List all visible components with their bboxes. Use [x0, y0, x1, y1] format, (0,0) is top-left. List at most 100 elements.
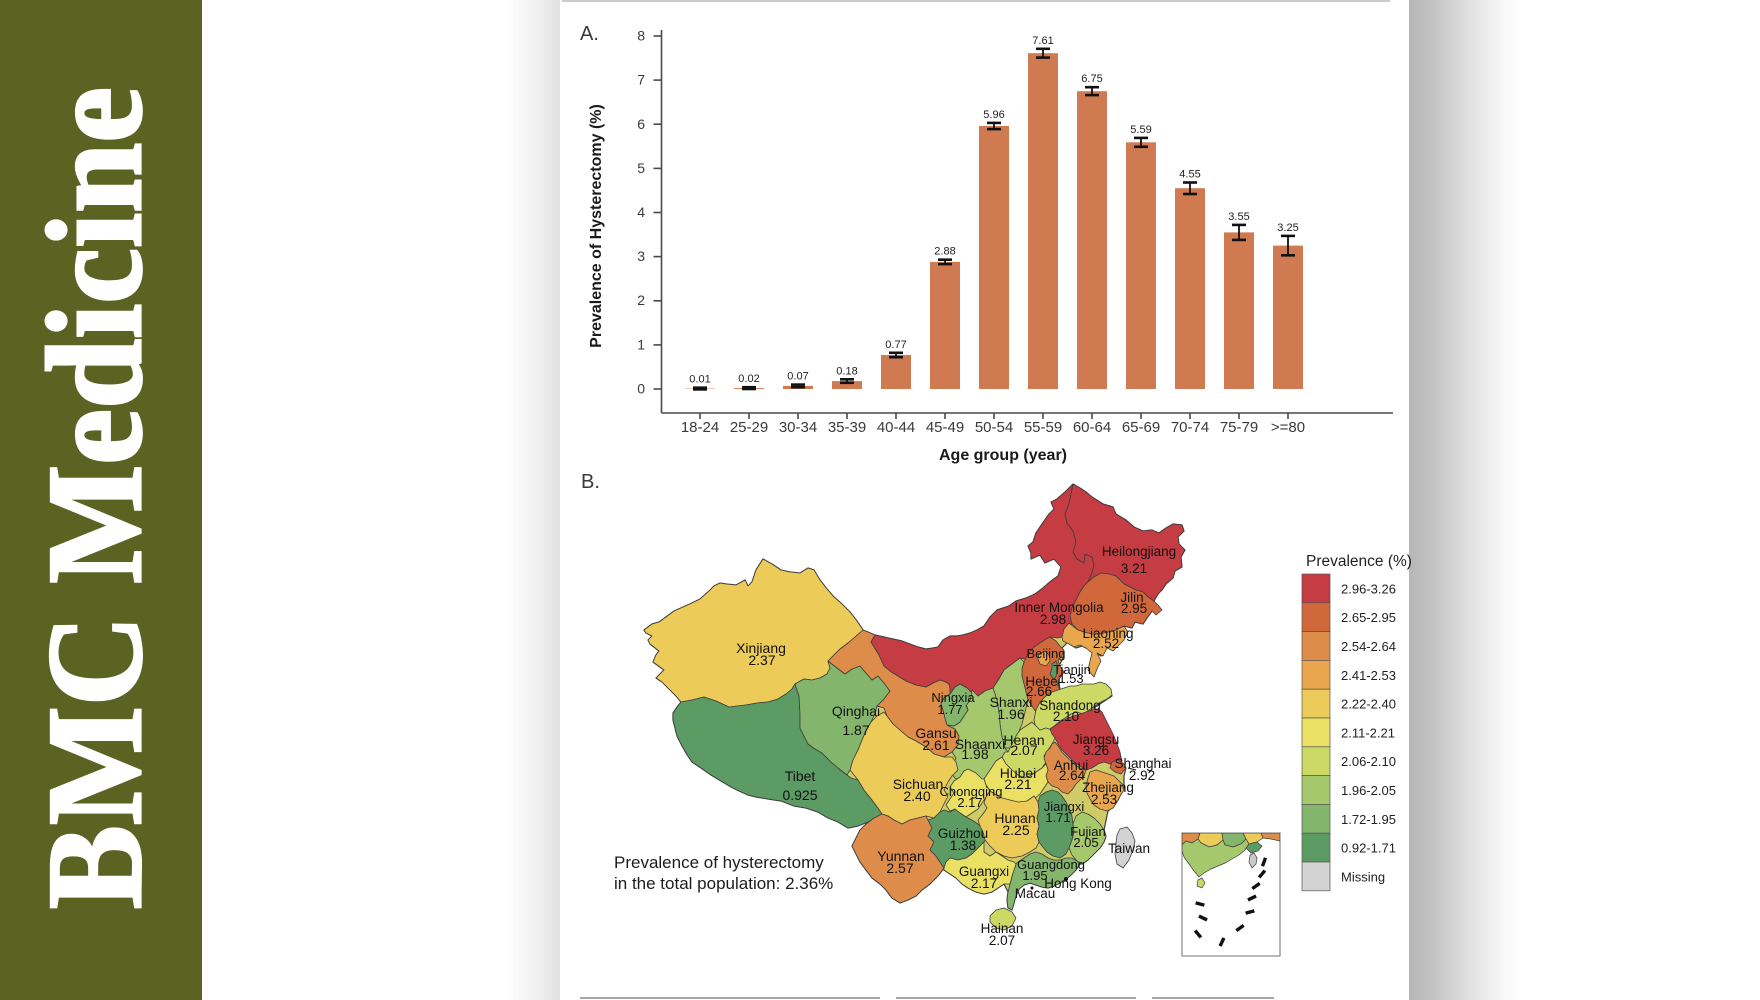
svg-text:Jilin: Jilin [1120, 590, 1143, 605]
svg-text:60-64: 60-64 [1073, 419, 1111, 436]
svg-text:Missing: Missing [1341, 869, 1385, 884]
svg-text:Guizhou: Guizhou [938, 826, 988, 841]
svg-text:55-59: 55-59 [1024, 419, 1062, 436]
svg-text:Gansu: Gansu [915, 725, 956, 741]
svg-text:Guangxi: Guangxi [959, 864, 1009, 879]
svg-text:Jiangsu: Jiangsu [1073, 732, 1120, 747]
svg-text:Chongqing: Chongqing [940, 784, 1003, 799]
svg-text:0.18: 0.18 [836, 365, 857, 377]
svg-text:2.95: 2.95 [1121, 601, 1147, 616]
svg-text:1: 1 [637, 336, 645, 352]
svg-text:Tibet: Tibet [785, 768, 816, 784]
svg-text:Hainan: Hainan [981, 921, 1024, 936]
svg-text:2.40: 2.40 [903, 788, 930, 804]
svg-text:Anhui: Anhui [1054, 758, 1089, 773]
svg-text:3.55: 3.55 [1228, 211, 1249, 223]
svg-text:Tianjin: Tianjin [1053, 662, 1091, 677]
svg-text:3.26: 3.26 [1083, 743, 1109, 758]
svg-text:6.75: 6.75 [1081, 73, 1102, 85]
svg-text:Qinghai: Qinghai [832, 703, 880, 719]
svg-text:Ningxia: Ningxia [931, 690, 975, 705]
svg-text:2.96-3.26: 2.96-3.26 [1341, 581, 1396, 596]
svg-text:0: 0 [637, 381, 645, 397]
svg-text:1.72-1.95: 1.72-1.95 [1341, 812, 1396, 827]
svg-text:Sichuan: Sichuan [893, 776, 944, 792]
svg-text:40-44: 40-44 [877, 419, 915, 436]
svg-text:5.96: 5.96 [983, 109, 1004, 121]
svg-text:0.92-1.71: 0.92-1.71 [1341, 841, 1396, 856]
svg-text:30-34: 30-34 [779, 419, 817, 436]
svg-text:3.21: 3.21 [1121, 561, 1147, 576]
svg-text:Henan: Henan [1003, 732, 1044, 748]
svg-text:Guangdong: Guangdong [1017, 857, 1085, 872]
svg-text:2.37: 2.37 [748, 652, 775, 668]
svg-text:50-54: 50-54 [975, 419, 1013, 436]
svg-text:2.17: 2.17 [971, 876, 997, 891]
svg-text:Shanghai: Shanghai [1114, 756, 1171, 771]
svg-text:Macau: Macau [1015, 886, 1056, 901]
svg-text:2.17: 2.17 [957, 795, 982, 810]
svg-text:Fujian: Fujian [1070, 824, 1105, 839]
svg-text:1.77: 1.77 [937, 702, 962, 717]
svg-text:B.: B. [581, 471, 600, 493]
svg-text:2.21: 2.21 [1004, 776, 1031, 792]
svg-text:Hebei: Hebei [1025, 674, 1060, 689]
svg-text:0.07: 0.07 [787, 371, 808, 383]
svg-text:Yunnan: Yunnan [877, 848, 925, 864]
svg-text:0.01: 0.01 [689, 374, 710, 386]
svg-text:Prevalence of Hysterectomy (%): Prevalence of Hysterectomy (%) [588, 104, 605, 348]
svg-text:Taiwan: Taiwan [1108, 841, 1150, 856]
svg-text:in the total population: 2.36%: in the total population: 2.36% [614, 874, 833, 893]
svg-text:2.52: 2.52 [1093, 636, 1119, 651]
svg-text:1.87: 1.87 [842, 722, 869, 738]
svg-text:7.61: 7.61 [1032, 35, 1053, 47]
svg-text:2.22-2.40: 2.22-2.40 [1341, 697, 1396, 712]
svg-text:2.07: 2.07 [989, 933, 1015, 948]
svg-text:2.64: 2.64 [1059, 768, 1086, 783]
svg-text:Heilongjiang: Heilongjiang [1102, 544, 1176, 559]
svg-text:2.10: 2.10 [1053, 709, 1079, 724]
svg-text:45-49: 45-49 [926, 419, 964, 436]
svg-text:0.925: 0.925 [782, 787, 817, 803]
svg-text:2.88: 2.88 [934, 246, 955, 258]
svg-text:2.53: 2.53 [1091, 792, 1117, 807]
svg-text:2.54-2.64: 2.54-2.64 [1341, 639, 1396, 654]
svg-text:7: 7 [637, 72, 645, 88]
svg-text:Xinjiang: Xinjiang [736, 640, 786, 656]
svg-text:2.41-2.53: 2.41-2.53 [1341, 668, 1396, 683]
svg-text:18-24: 18-24 [681, 419, 719, 436]
svg-text:5.59: 5.59 [1130, 124, 1151, 136]
svg-text:2.65-2.95: 2.65-2.95 [1341, 610, 1396, 625]
svg-text:0.02: 0.02 [738, 373, 759, 385]
svg-text:2.92: 2.92 [1129, 768, 1155, 783]
svg-text:1.38: 1.38 [950, 838, 976, 853]
svg-text:2: 2 [637, 292, 645, 308]
svg-text:1.71: 1.71 [1045, 810, 1070, 825]
svg-text:Hong Kong: Hong Kong [1044, 876, 1112, 891]
svg-text:6: 6 [637, 116, 645, 132]
svg-text:35-39: 35-39 [828, 419, 866, 436]
svg-text:3: 3 [637, 248, 645, 264]
svg-text:Prevalence (%): Prevalence (%) [1306, 553, 1412, 570]
svg-text:75-79: 75-79 [1220, 419, 1258, 436]
svg-text:4: 4 [637, 204, 645, 220]
svg-text:Jiangxi: Jiangxi [1044, 799, 1085, 814]
svg-text:Shandong: Shandong [1039, 698, 1101, 713]
svg-text:Inner Mongolia: Inner Mongolia [1014, 600, 1104, 615]
svg-text:1.98: 1.98 [961, 746, 988, 762]
svg-text:0.77: 0.77 [885, 339, 906, 351]
svg-text:Beijing: Beijing [1026, 646, 1065, 661]
svg-text:2.61: 2.61 [922, 737, 949, 753]
svg-text:Age group (year): Age group (year) [939, 447, 1067, 464]
svg-text:Shaanxi: Shaanxi [955, 736, 1006, 752]
svg-text:2.05: 2.05 [1073, 835, 1098, 850]
svg-text:1.96: 1.96 [997, 706, 1024, 722]
svg-text:2.25: 2.25 [1002, 822, 1029, 838]
svg-text:8: 8 [637, 28, 645, 44]
svg-text:2.98: 2.98 [1040, 612, 1066, 627]
svg-text:Hubei: Hubei [1000, 765, 1037, 781]
svg-text:3.25: 3.25 [1277, 222, 1298, 234]
svg-text:1.96-2.05: 1.96-2.05 [1341, 783, 1396, 798]
svg-text:65-69: 65-69 [1122, 419, 1160, 436]
svg-text:2.66: 2.66 [1026, 684, 1052, 699]
